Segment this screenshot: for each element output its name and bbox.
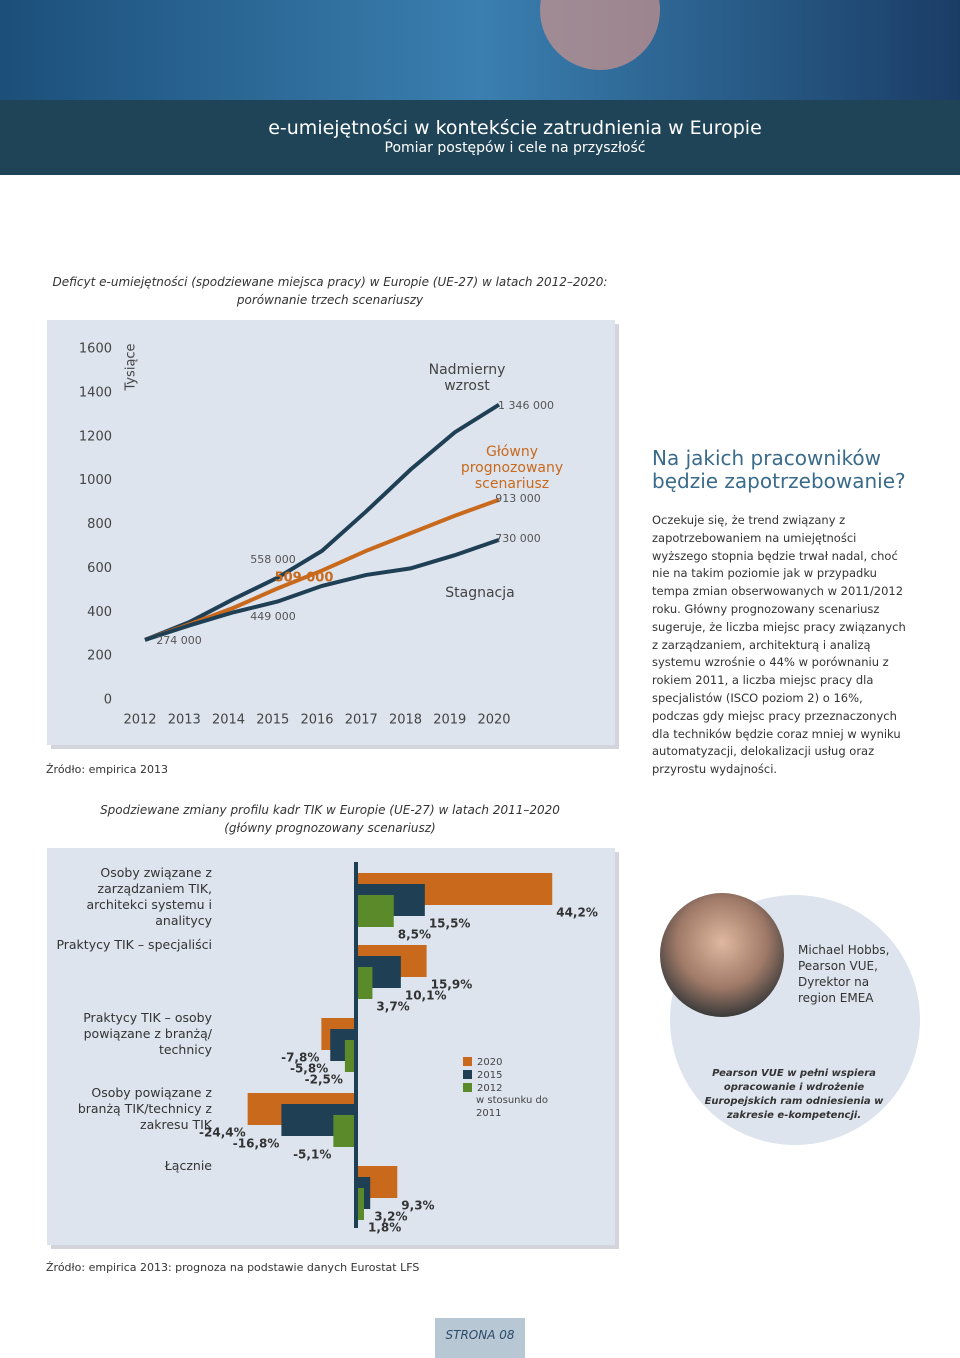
value-label: 44,2% [556,906,598,920]
y-tick-label: 1000 [79,473,112,488]
x-tick-label: 2012 [123,713,156,728]
value-label: -7,8% [281,1051,319,1065]
profile-caption: Pearson VUE w pełni wspiera opracowanie … [704,1068,884,1121]
value-label: -16,8% [233,1137,280,1151]
header-decor [540,0,660,70]
category-label: Praktycy TIK – osoby powiązane z branżą/… [83,1010,212,1057]
value-label: -5,8% [290,1062,328,1076]
y-tick-label: 0 [104,693,112,708]
y-tick-label: 800 [87,517,112,532]
bar [333,1115,356,1147]
sidebar-heading: Na jakich pracowników będzie zapotrzebow… [652,446,906,493]
chart-title: (główny prognozowany scenariusz) [224,821,436,835]
bar [344,1040,356,1072]
category-label: Osoby powiązane z branżą TIK/technicy z … [77,1085,212,1132]
value-label: -2,5% [305,1073,343,1087]
value-label: 1,8% [368,1221,401,1235]
legend-swatch [463,1083,472,1092]
x-tick-label: 2019 [433,713,466,728]
title: e-umiejętności w kontekście zatrudnienia… [268,117,762,139]
line-series [144,403,501,642]
title-bar [0,100,960,175]
line-series [144,537,500,642]
bar [356,967,373,999]
y-axis-label: Tysiące [124,343,139,391]
bar [356,1188,364,1220]
y-tick-label: 1600 [79,342,112,357]
annotation: 449 000 [250,610,296,623]
header-image [0,0,960,100]
value-label: 15,5% [429,917,471,931]
legend-swatch [463,1070,472,1079]
value-label: 8,5% [398,928,431,942]
page-number: STRONA 08 [445,1328,515,1342]
annotation: 1 346 000 [498,399,554,412]
x-tick-label: 2017 [345,713,378,728]
source: Źródło: empirica 2013 [46,763,168,776]
y-tick-label: 400 [87,605,112,620]
profile-photo [660,893,784,1017]
value-label: 3,2% [374,1210,407,1224]
line-series [144,497,500,642]
series-label: Nadmierny wzrost [428,362,506,394]
y-tick-label: 600 [87,561,112,576]
chart-title: Spodziewane zmiany profilu kadr TIK w Eu… [100,803,560,817]
legend-label: 2015 [477,1070,502,1081]
category-label: Osoby związane z zarządzaniem TIK, archi… [86,865,212,928]
annotation: 730 000 [495,532,541,545]
x-tick-label: 2015 [256,713,289,728]
x-tick-label: 2014 [212,713,245,728]
value-label: 3,7% [376,1000,409,1014]
x-tick-label: 2018 [389,713,422,728]
x-tick-label: 2016 [300,713,333,728]
legend-note: w stosunku do 2011 [476,1095,548,1119]
chart-title: Deficyt e-umiejętności (spodziewane miej… [52,275,608,289]
value-label: 10,1% [405,989,447,1003]
sidebar-text: Oczekuje się, że trend związany z zapotr… [652,513,906,777]
chart-box [47,320,615,745]
profile-name: Michael Hobbs, Pearson VUE, Dyrektor na … [798,943,890,1005]
y-tick-label: 1400 [79,385,112,400]
legend-label: 2020 [477,1057,502,1068]
series-label: Stagnacja [445,585,515,601]
category-label: Łącznie [164,1158,212,1173]
annotation: 558 000 [250,553,296,566]
subtitle: Pomiar postępów i cele na przyszłość [384,140,646,156]
x-tick-label: 2013 [168,713,201,728]
value-label: 9,3% [401,1199,434,1213]
value-label: -5,1% [293,1148,331,1162]
category-label: Praktycy TIK – specjaliści [56,937,212,952]
legend-swatch [463,1057,472,1066]
y-tick-label: 1200 [79,429,112,444]
annotation: 274 000 [156,634,202,647]
chart-title: porównanie trzech scenariuszy [236,293,424,307]
value-label: -24,4% [199,1126,246,1140]
legend-label: 2012 [477,1083,502,1094]
series-label: Główny prognozowany scenariusz [460,444,564,492]
x-tick-label: 2020 [477,713,510,728]
bar [356,895,394,927]
source: Źródło: empirica 2013: prognoza na podst… [46,1261,420,1274]
annotation: 509 000 [275,571,334,586]
y-tick-label: 200 [87,649,112,664]
value-label: 15,9% [431,978,473,992]
annotation: 913 000 [495,492,541,505]
footer-box [435,1318,525,1358]
